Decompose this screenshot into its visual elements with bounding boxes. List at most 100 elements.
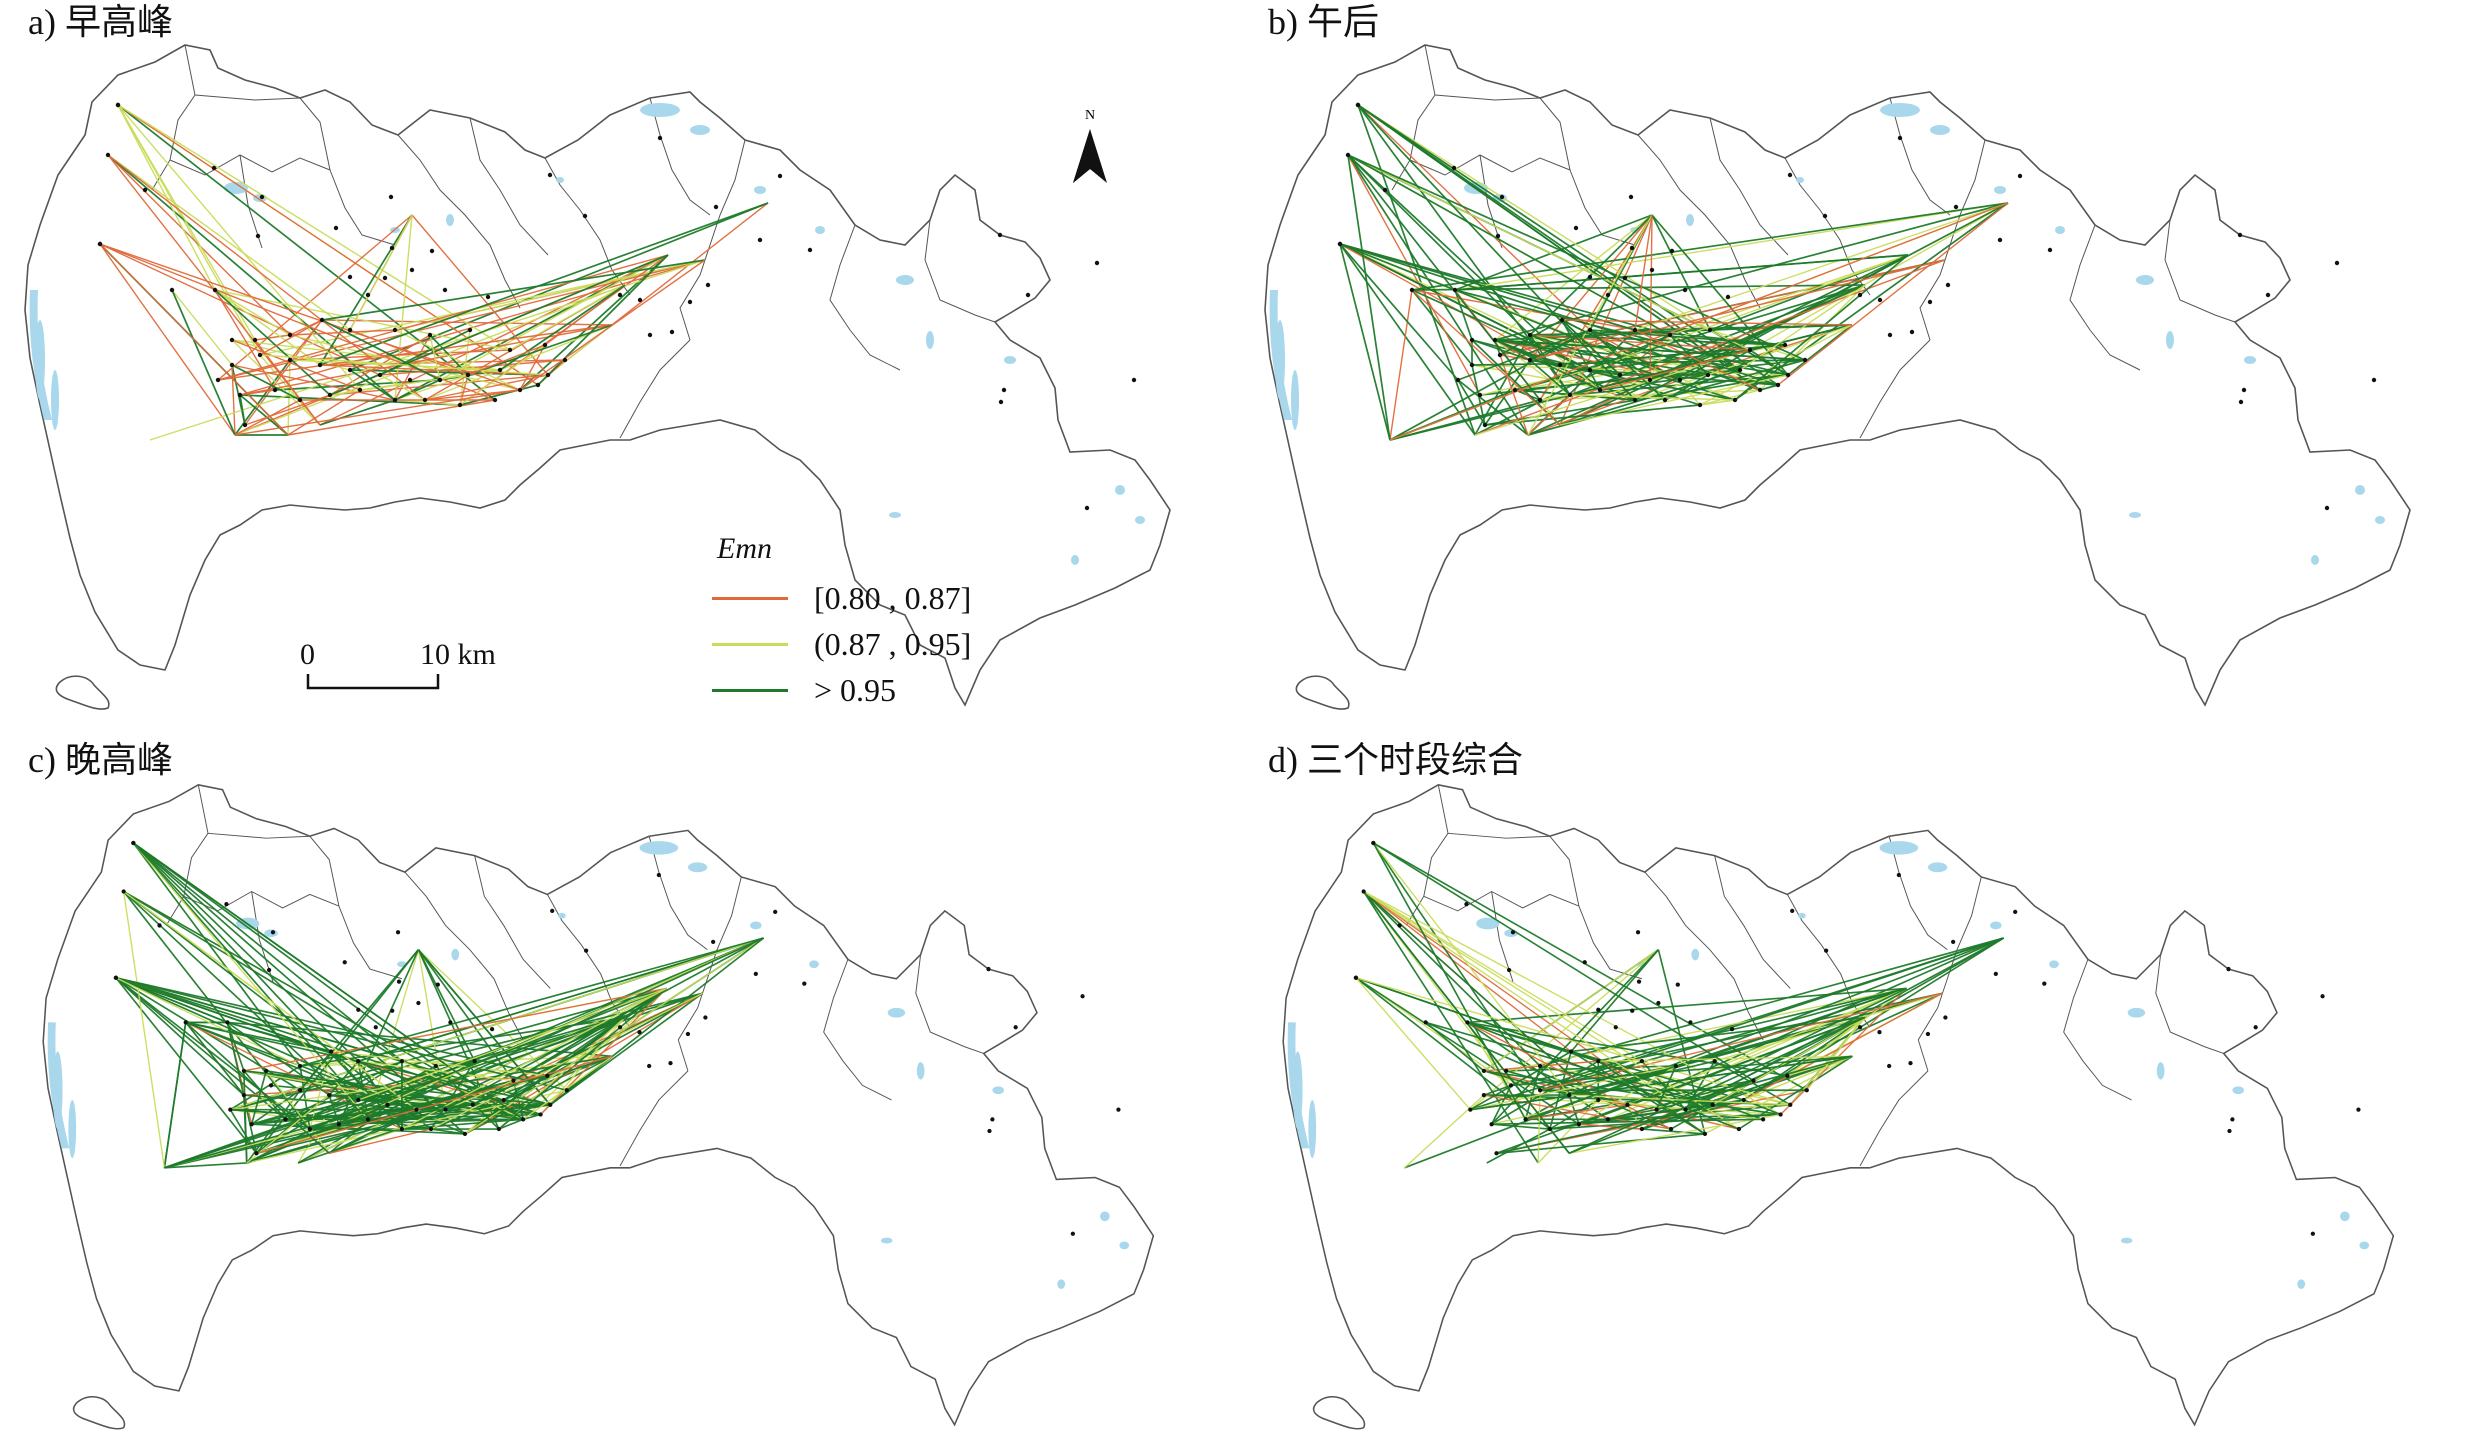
district-node bbox=[2226, 966, 2231, 972]
network-node bbox=[1778, 1112, 1783, 1117]
network-node bbox=[327, 392, 333, 398]
district-boundary bbox=[309, 835, 340, 907]
network-node bbox=[317, 362, 323, 368]
network-node bbox=[517, 387, 523, 393]
link-line bbox=[319, 214, 413, 366]
district-node bbox=[333, 225, 339, 231]
link-line bbox=[1457, 329, 1591, 381]
network-node bbox=[365, 1117, 371, 1122]
link-line bbox=[1469, 949, 1659, 1111]
water-body bbox=[1686, 214, 1694, 226]
scalebar-start-label: 0 bbox=[300, 638, 315, 671]
water-body bbox=[687, 862, 708, 873]
district-node bbox=[1605, 292, 1611, 298]
network-node bbox=[229, 362, 235, 368]
link-line bbox=[1499, 354, 1529, 436]
district-node bbox=[388, 194, 394, 200]
network-node bbox=[1736, 1126, 1742, 1132]
network-node bbox=[1647, 377, 1653, 383]
link-line bbox=[319, 399, 396, 426]
district-node bbox=[617, 1025, 623, 1030]
water-body bbox=[690, 125, 710, 135]
region-boundary bbox=[1264, 44, 2411, 707]
district-node bbox=[1887, 332, 1893, 338]
network-node bbox=[212, 287, 218, 293]
link-line bbox=[115, 977, 228, 1024]
link-line bbox=[1411, 202, 2009, 291]
network-node bbox=[1757, 387, 1763, 393]
link-line bbox=[1529, 334, 1601, 391]
district-node bbox=[448, 1020, 453, 1025]
network-node bbox=[237, 392, 243, 398]
link-line bbox=[115, 977, 245, 1096]
panel-title-a: a) 早高峰 bbox=[28, 2, 173, 42]
link-line bbox=[217, 214, 413, 381]
district-node bbox=[416, 1000, 421, 1006]
water-body bbox=[556, 177, 564, 183]
link-line bbox=[231, 364, 301, 401]
legend-label-mid: (0.87 , 0.95] bbox=[814, 626, 972, 662]
link-line bbox=[1561, 319, 1681, 381]
network-node bbox=[1732, 397, 1738, 403]
district-node bbox=[1908, 1060, 1913, 1066]
link-line bbox=[1363, 890, 1643, 1062]
link-line bbox=[328, 1060, 359, 1096]
network-node bbox=[545, 1073, 550, 1078]
district-node bbox=[1629, 245, 1635, 251]
district-boundary bbox=[823, 959, 892, 1101]
link-line bbox=[1491, 1123, 1550, 1130]
district-boundary bbox=[194, 94, 301, 101]
link-line bbox=[243, 1070, 248, 1164]
link-line bbox=[467, 324, 613, 376]
network-node bbox=[1567, 392, 1573, 398]
link-layer bbox=[115, 842, 765, 1169]
district-boundary bbox=[1539, 97, 1571, 171]
water-body bbox=[253, 194, 267, 202]
link-line bbox=[1496, 1133, 1706, 1155]
link-line bbox=[230, 992, 703, 1111]
district-node bbox=[1596, 1007, 1601, 1012]
link-line bbox=[1699, 399, 1736, 406]
legend-swatch-low bbox=[712, 597, 788, 600]
link-line bbox=[1569, 394, 1736, 401]
district-node bbox=[270, 930, 276, 935]
network-node bbox=[1639, 1126, 1645, 1132]
link-line bbox=[1347, 154, 1751, 351]
link-line bbox=[1675, 987, 1907, 1067]
link-line bbox=[229, 1109, 258, 1154]
network-node bbox=[1481, 1092, 1487, 1098]
network-node bbox=[492, 397, 498, 403]
link-line bbox=[1589, 329, 1666, 401]
network-node bbox=[1409, 287, 1415, 293]
district-node bbox=[773, 909, 778, 914]
network-node bbox=[501, 1097, 506, 1103]
district-node bbox=[753, 971, 758, 977]
link-line bbox=[1709, 324, 1853, 331]
district-node bbox=[1397, 923, 1402, 928]
network-node bbox=[356, 1097, 361, 1103]
district-node bbox=[1897, 135, 1903, 141]
panel-title-b: b) 午后 bbox=[1268, 2, 1379, 42]
district-boundary bbox=[2063, 959, 2132, 1101]
district-node bbox=[382, 275, 388, 281]
link-line bbox=[234, 399, 301, 436]
node-layer bbox=[113, 840, 1121, 1236]
coastal-water bbox=[1287, 1022, 1310, 1149]
district-node bbox=[1887, 1063, 1892, 1069]
link-line bbox=[1363, 890, 1541, 1067]
district-node bbox=[1131, 377, 1137, 383]
legend-item-low: [0.80 , 0.87] bbox=[712, 580, 971, 617]
district-node bbox=[1337, 241, 1343, 247]
network-node bbox=[1569, 1049, 1574, 1054]
link-line bbox=[1634, 329, 1761, 391]
network-node bbox=[443, 1107, 448, 1112]
water-body bbox=[1798, 912, 1806, 919]
link-line bbox=[171, 289, 233, 366]
link-line bbox=[123, 890, 369, 1120]
link-line bbox=[1363, 890, 1686, 1111]
district-node bbox=[703, 1015, 708, 1020]
district-boundary bbox=[915, 954, 984, 1054]
network-node bbox=[297, 397, 303, 403]
district-node bbox=[1877, 297, 1883, 303]
district-boundary bbox=[183, 890, 340, 912]
